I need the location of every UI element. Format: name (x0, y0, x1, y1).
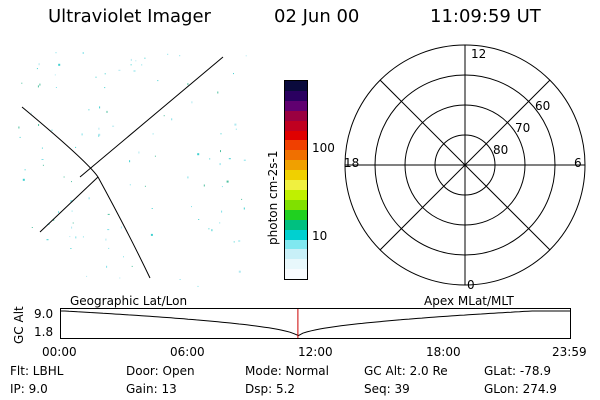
polar-diagonal-2 (379, 79, 551, 251)
image-speckles (18, 52, 247, 287)
info-gc-alt: GC Alt: 2.0 Re (364, 364, 448, 378)
x-tick-1800: 18:00 (426, 345, 461, 359)
info-mode: Mode: Normal (245, 364, 329, 378)
timeline-ylabel: GC Alt (12, 306, 26, 344)
geographic-meridian-line (79, 56, 224, 178)
geographic-latitude-curve (21, 106, 151, 279)
polar-plot[interactable]: 12 18 6 0 60 70 80 (336, 44, 598, 294)
info-filter: Flt: LBHL (10, 364, 64, 378)
polar-label-6: 6 (574, 156, 582, 170)
polar-lat-70: 70 (515, 121, 530, 135)
x-tick-2359: 23:59 (552, 345, 587, 359)
info-ip: IP: 9.0 (10, 382, 48, 396)
x-tick-0000: 00:00 (42, 345, 77, 359)
polar-lat-60: 60 (535, 99, 550, 113)
geographic-image-panel[interactable] (18, 52, 250, 292)
polar-label-18: 18 (344, 156, 359, 170)
x-tick-0600: 06:00 (170, 345, 205, 359)
info-seq: Seq: 39 (364, 382, 410, 396)
timeline-frame (60, 308, 571, 339)
altitude-curve (60, 310, 571, 337)
timeline-right-label: Apex MLat/MLT (424, 294, 514, 308)
timeline-ymax: 9.0 (34, 307, 54, 321)
info-door: Door: Open (126, 364, 195, 378)
timeline-plot[interactable] (60, 308, 572, 340)
timeline-left-label: Geographic Lat/Lon (70, 294, 188, 308)
image-time: 11:09:59 UT (430, 6, 541, 27)
colorbar-tick-10: 10 (312, 229, 328, 243)
polar-label-0: 0 (467, 278, 475, 292)
info-glon: GLon: 274.9 (484, 382, 557, 396)
info-gain: Gain: 13 (126, 382, 177, 396)
app-title: Ultraviolet Imager (48, 6, 211, 27)
polar-label-12: 12 (471, 47, 486, 61)
colorbar (284, 80, 308, 280)
timeline-ymin: 1.8 (34, 325, 54, 339)
colorbar-tick-100: 100 (312, 141, 335, 155)
info-dsp: Dsp: 5.2 (245, 382, 296, 396)
image-date: 02 Jun 00 (274, 6, 360, 27)
polar-lat-80: 80 (493, 143, 508, 157)
info-glat: GLat: -78.9 (484, 364, 551, 378)
x-tick-1200: 12:00 (298, 345, 333, 359)
geographic-meridian-line-2 (39, 176, 99, 233)
colorbar-label: photon cm-2s-1 (266, 150, 280, 246)
